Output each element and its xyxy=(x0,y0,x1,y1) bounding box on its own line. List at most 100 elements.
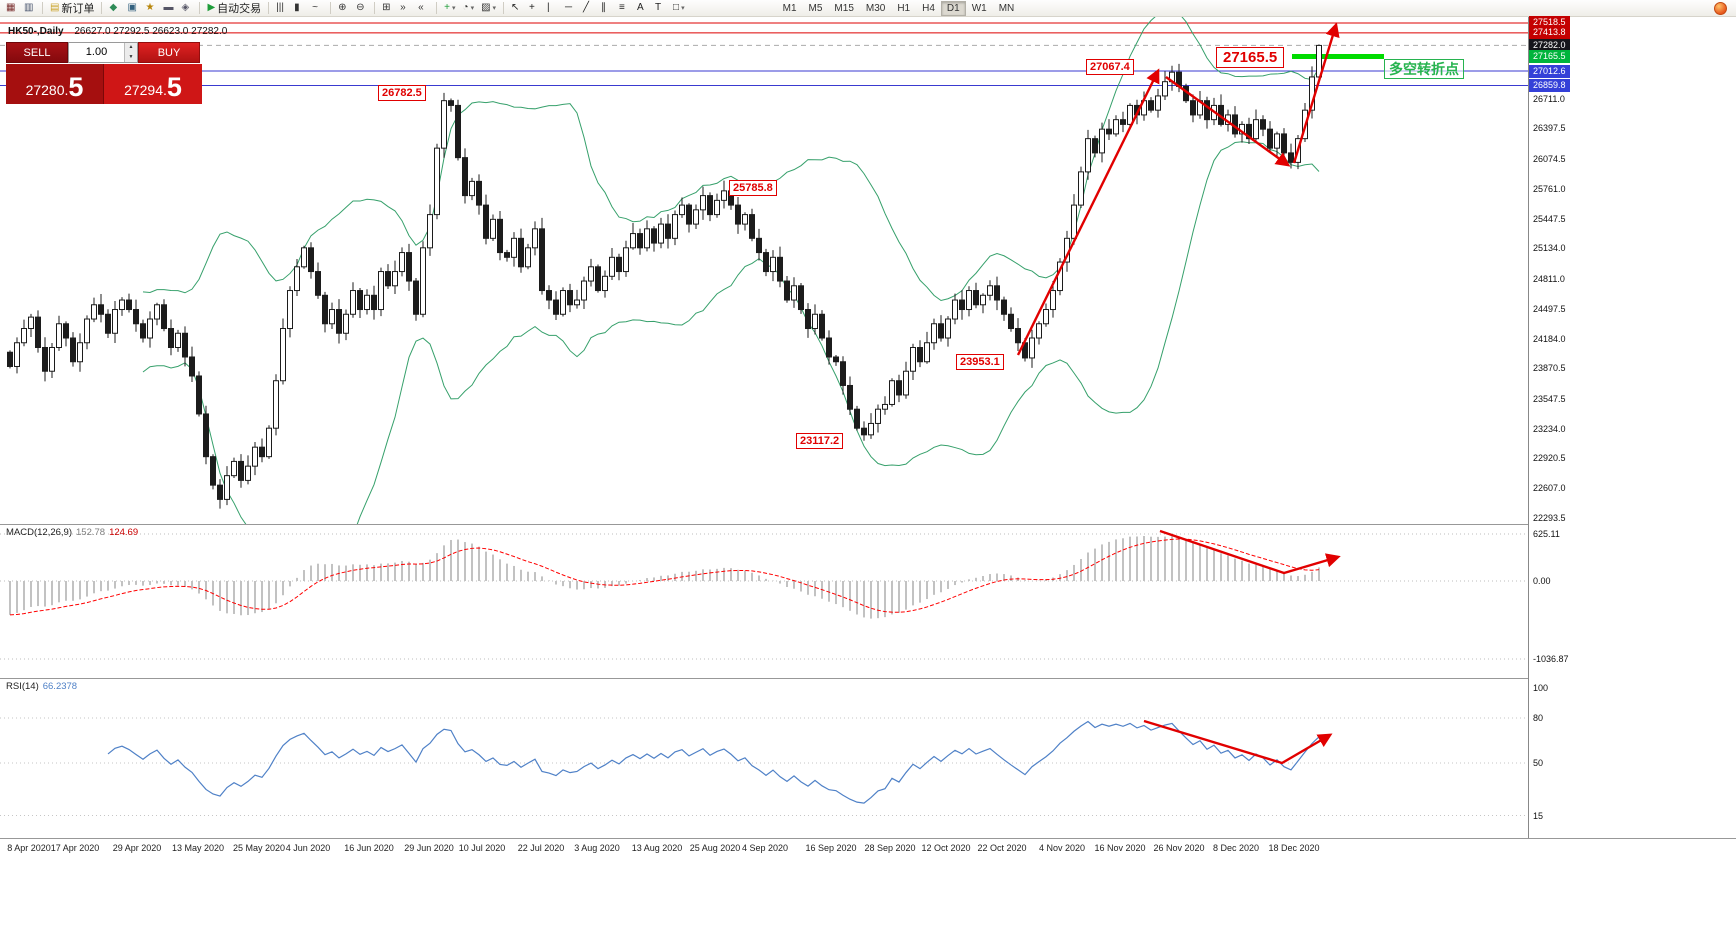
panel-separator[interactable] xyxy=(0,838,1736,839)
toolbar-templates-button[interactable]: ▨ ▾ xyxy=(478,1,499,16)
toolbar-channel-tool-button[interactable]: ∥ xyxy=(598,1,615,16)
volume-decrease-button[interactable]: ▼ xyxy=(125,52,137,62)
trendline-tool-icon: ╱ xyxy=(583,2,590,13)
toolbar-fibonacci-tool-button[interactable]: ≡ xyxy=(616,1,633,16)
line-chart-mode-icon: ~ xyxy=(312,2,318,13)
toolbar-period-selector-button[interactable]: ◔ ▾ xyxy=(460,1,478,16)
buy-price[interactable]: 27294. 5 xyxy=(104,64,202,104)
sell-button[interactable]: SELL xyxy=(6,42,68,63)
toolbar-text-tool-button[interactable]: A xyxy=(634,1,651,16)
macd-name: MACD(12,26,9) xyxy=(6,527,72,538)
toolbar-text-label-tool-button[interactable]: T xyxy=(652,1,669,16)
toolbar-separator xyxy=(268,2,270,14)
trend-arrows xyxy=(1143,719,1333,765)
terminal-icon: ▬ xyxy=(163,2,174,13)
rsi-level-lines xyxy=(0,717,1528,816)
volume-input[interactable]: 1.00 ▲ ▼ xyxy=(68,42,138,63)
timeframe-button-h1[interactable]: H1 xyxy=(891,1,916,16)
period-selector-icon: ◔ xyxy=(462,2,469,13)
toolbar-chart-profiles-button[interactable]: ▥ xyxy=(21,1,38,16)
macd-signal-line xyxy=(9,538,1320,616)
rsi-panel[interactable]: RSI(14) 66.2378 xyxy=(0,679,1528,838)
time-axis-label: 25 May 2020 xyxy=(232,843,286,853)
macd-axis-label: -1036.87 xyxy=(1533,653,1569,664)
timeframe-group: M1 M5 M15 M30 H1 H4 D1 W1 MN xyxy=(777,0,1021,16)
time-axis[interactable]: 8 Apr 2020 17 Apr 2020 29 Apr 2020 13 May 2… xyxy=(0,839,1736,858)
sell-price[interactable]: 27280. 5 xyxy=(6,64,104,104)
channel-tool-icon: ∥ xyxy=(601,2,607,13)
horizontal-level-lines xyxy=(0,22,1528,87)
volume-increase-button[interactable]: ▲ xyxy=(125,43,137,53)
toolbar-candlestick-mode-button[interactable]: ▮ xyxy=(291,1,308,16)
timeframe-button-h4[interactable]: H4 xyxy=(916,1,941,16)
data-window-icon: ▣ xyxy=(127,2,137,13)
caret-down-icon: ▾ xyxy=(470,5,475,12)
caret-down-icon: ▾ xyxy=(492,5,497,12)
text-label-tool-icon: T xyxy=(655,2,662,13)
timeframe-button-w1[interactable]: W1 xyxy=(966,1,993,16)
timeframe-button-m15[interactable]: M15 xyxy=(828,1,859,16)
time-axis-label: 25 Aug 2020 xyxy=(689,843,741,853)
toolbar-add-indicator-button[interactable]: + ▾ xyxy=(441,1,458,16)
toolbar-trendline-tool-button[interactable]: ╱ xyxy=(580,1,597,16)
timeframe-button-m5[interactable]: M5 xyxy=(803,1,829,16)
toolbar-autotrading-button[interactable]: ▶ 自动交易 xyxy=(204,1,264,16)
market-watch-icon: ◆ xyxy=(109,2,118,13)
toolbar-terminal-button[interactable]: ▬ xyxy=(160,1,177,16)
price-axis-label: 22293.5 xyxy=(1533,512,1566,523)
price-axis-tag: 26859.8 xyxy=(1529,79,1570,92)
time-axis-label: 3 Aug 2020 xyxy=(574,843,620,853)
toolbar-vertical-line-tool-button[interactable]: | xyxy=(544,1,561,16)
price-axis[interactable]: 26711.0 26397.5 26074.5 25761.0 25447.5 25134… xyxy=(1528,16,1736,838)
price-chart-canvas[interactable] xyxy=(0,17,1528,524)
main-chart-panel[interactable]: HK50-,Daily 26627.0 27292.5 26623.0 2728… xyxy=(0,17,1528,524)
time-axis-label: 26 Nov 2020 xyxy=(1153,843,1205,853)
toolbar-horizontal-line-tool-button[interactable]: ─ xyxy=(562,1,579,16)
toolbar-new-chart-button[interactable]: ▦ xyxy=(3,1,20,16)
buy-button[interactable]: BUY xyxy=(138,42,200,63)
candlestick-series xyxy=(7,44,1322,509)
toolbar-crosshair-tool-button[interactable]: + xyxy=(526,1,543,16)
toolbar-new-order-button[interactable]: ▤ 新订单 xyxy=(47,1,97,16)
rsi-value: 66.2378 xyxy=(42,681,78,692)
toolbar-separator xyxy=(199,2,201,14)
chart-shift-icon: « xyxy=(418,2,424,13)
toolbar-navigator-button[interactable]: ★ xyxy=(142,1,159,16)
rsi-canvas[interactable] xyxy=(0,679,1528,838)
zoom-out-icon: ⊖ xyxy=(356,2,365,13)
time-axis-label: 4 Jun 2020 xyxy=(285,843,331,853)
toolbar-strategy-tester-button[interactable]: ◈ xyxy=(178,1,195,16)
time-axis-label: 29 Apr 2020 xyxy=(112,843,162,853)
macd-level-lines xyxy=(0,533,1528,660)
price-annotation: 26782.5 xyxy=(378,85,426,101)
trend-arrows xyxy=(1016,22,1340,356)
new-order-label: 新订单 xyxy=(61,3,95,15)
toolbar-zoom-in-button[interactable]: ⊕ xyxy=(335,1,352,16)
panel-separator[interactable] xyxy=(0,678,1736,679)
macd-canvas[interactable] xyxy=(0,525,1528,678)
tile-windows-icon: ⊞ xyxy=(382,2,391,13)
toolbar-chart-shift-button[interactable]: « xyxy=(415,1,432,16)
toolbar-market-watch-button[interactable]: ◆ xyxy=(106,1,123,16)
rsi-axis-label: 100 xyxy=(1533,683,1549,693)
price-axis-label: 22920.5 xyxy=(1533,453,1566,464)
macd-panel[interactable]: MACD(12,26,9) 152.78 124.69 xyxy=(0,525,1528,678)
timeframe-button-mn[interactable]: MN xyxy=(993,1,1021,16)
alert-icon[interactable] xyxy=(1714,1,1727,15)
price-axis-label: 24497.5 xyxy=(1533,303,1566,314)
volume-value[interactable]: 1.00 xyxy=(85,46,108,58)
toolbar-bar-chart-mode-button[interactable]: ||| xyxy=(273,1,290,16)
panel-separator[interactable] xyxy=(0,524,1736,525)
toolbar-shapes-tool-button[interactable]: □ ▾ xyxy=(670,1,688,16)
cursor-tool-icon: ↖ xyxy=(511,2,520,13)
timeframe-button-m1[interactable]: M1 xyxy=(777,1,803,16)
timeframe-button-m30[interactable]: M30 xyxy=(860,1,891,16)
timeframe-button-d1[interactable]: D1 xyxy=(940,0,966,16)
toolbar-auto-scroll-button[interactable]: » xyxy=(397,1,414,16)
toolbar-tile-windows-button[interactable]: ⊞ xyxy=(379,1,396,16)
toolbar-data-window-button[interactable]: ▣ xyxy=(124,1,141,16)
toolbar-cursor-tool-button[interactable]: ↖ xyxy=(508,1,525,16)
toolbar-zoom-out-button[interactable]: ⊖ xyxy=(353,1,370,16)
price-annotation: 25785.8 xyxy=(729,180,777,196)
toolbar-line-chart-mode-button[interactable]: ~ xyxy=(309,1,326,16)
